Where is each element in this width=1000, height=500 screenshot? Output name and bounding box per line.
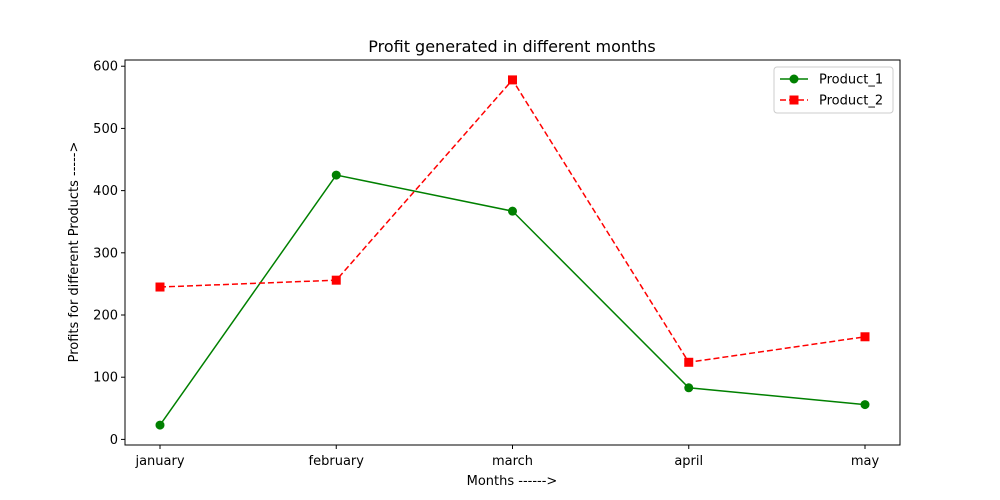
data-point — [331, 170, 341, 180]
legend-label: Product_2 — [819, 94, 883, 109]
data-point — [508, 75, 517, 85]
y-tick-label: 400 — [93, 184, 118, 199]
data-point — [860, 400, 870, 410]
x-tick-label: march — [492, 454, 533, 469]
y-tick-label: 100 — [93, 371, 118, 386]
legend-label: Product_1 — [819, 73, 883, 88]
x-axis: january february march april may — [134, 445, 879, 469]
plot-area — [124, 59, 901, 446]
series-line-product_2 — [159, 78, 866, 364]
data-point — [155, 420, 165, 430]
x-tick-label: may — [851, 454, 880, 469]
y-axis: 0 100 200 300 400 500 600 — [93, 60, 125, 448]
y-axis-label: Profits for different Products -----> — [67, 142, 82, 363]
data-point — [331, 275, 341, 285]
x-tick-label: april — [674, 454, 703, 469]
x-tick-label: january — [134, 454, 184, 469]
y-tick-label: 200 — [93, 309, 118, 324]
legend-marker — [789, 74, 799, 84]
y-tick-label: 500 — [93, 122, 118, 137]
y-tick-label: 0 — [110, 433, 118, 448]
series-layer — [155, 75, 870, 430]
legend-marker — [789, 95, 799, 105]
data-point — [860, 332, 870, 342]
x-tick-label: february — [309, 454, 365, 469]
y-tick-label: 300 — [93, 246, 118, 261]
data-point — [508, 206, 517, 216]
data-point — [684, 383, 694, 393]
data-point — [684, 357, 694, 367]
y-tick-label: 600 — [93, 60, 118, 75]
x-axis-label: Months ------> — [467, 474, 558, 489]
chart-title: Profit generated in different months — [368, 37, 656, 56]
legend: Product_1 Product_2 — [773, 66, 894, 114]
data-point — [155, 282, 165, 292]
